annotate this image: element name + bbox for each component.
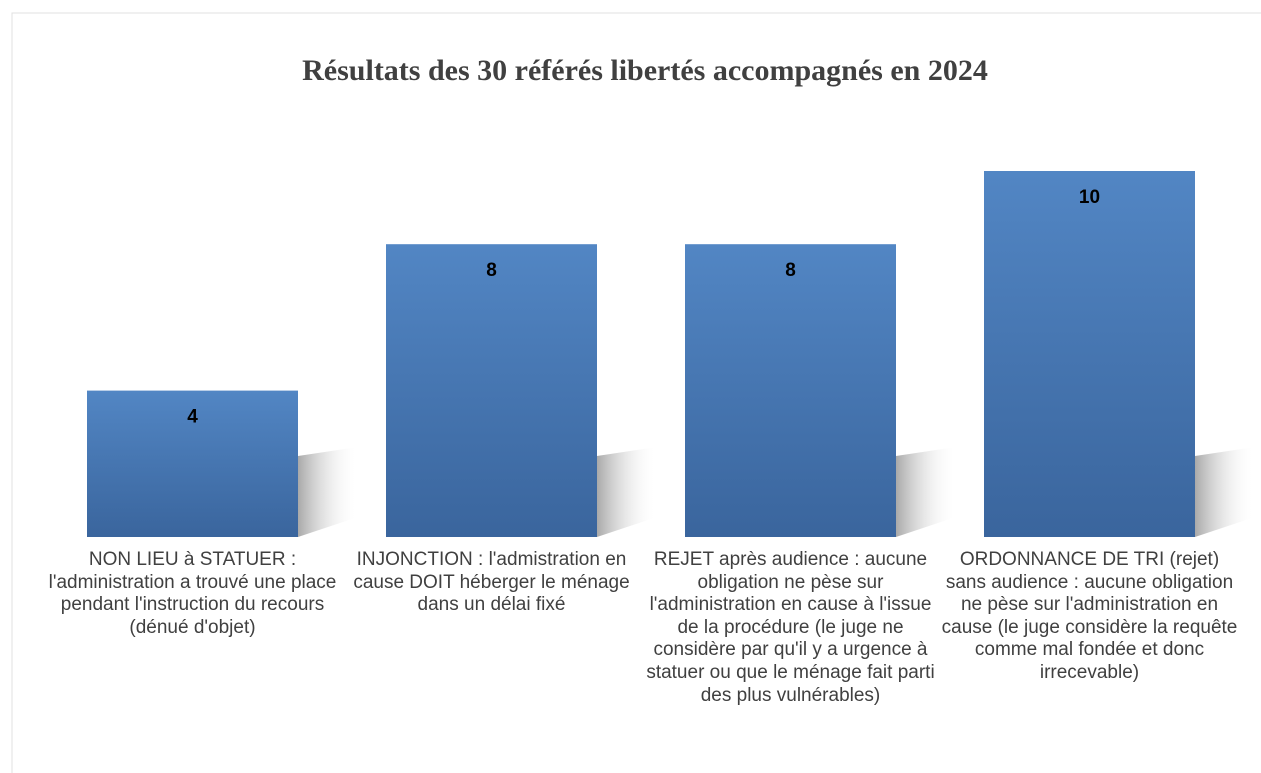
data-label: 8	[785, 260, 796, 281]
bar-shadow	[298, 447, 358, 537]
frame	[11, 12, 1261, 773]
bar	[386, 244, 597, 537]
x-tick-label: NON LIEU à STATUER : l'administration a …	[48, 549, 337, 638]
x-tick-label: REJET après audience : aucune obligation…	[646, 549, 935, 706]
bar	[685, 244, 896, 537]
bar-shadow	[1195, 447, 1255, 537]
bar-shadow	[597, 447, 657, 537]
bar	[87, 390, 298, 537]
bar-shadow	[896, 447, 956, 537]
data-label: 8	[486, 260, 497, 281]
chart-title: Résultats des 30 référés libertés accomp…	[302, 54, 988, 87]
data-label: 4	[187, 407, 198, 428]
x-tick-label: ORDONNANCE DE TRI (rejet) sans audience …	[941, 549, 1238, 683]
bar	[984, 171, 1195, 537]
x-tick-label: INJONCTION : l'admistration en cause DOI…	[353, 549, 630, 616]
data-label: 10	[1079, 187, 1100, 208]
